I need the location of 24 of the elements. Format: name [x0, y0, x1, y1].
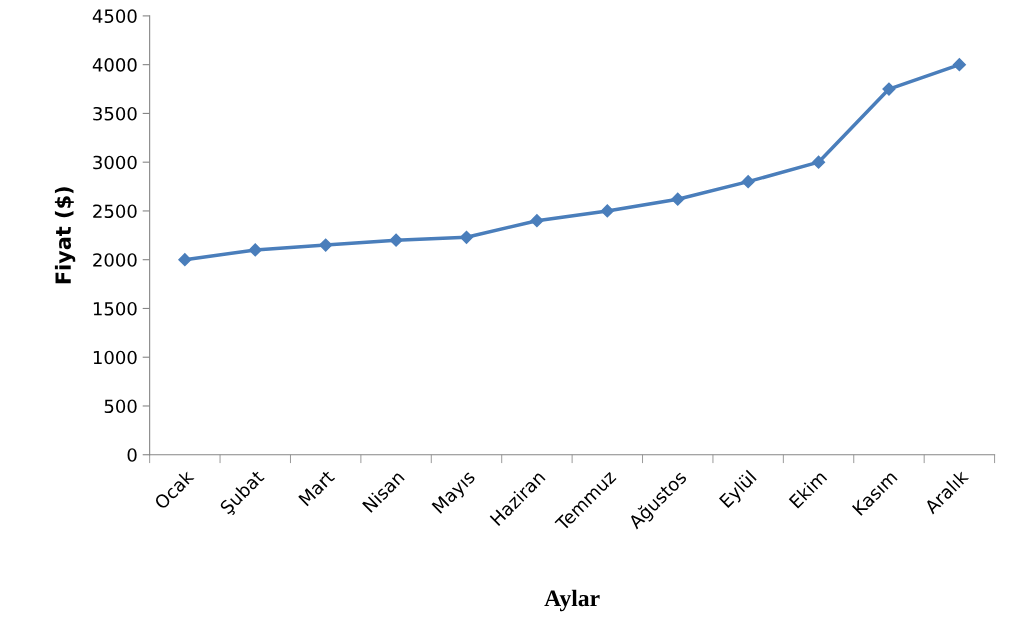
point	[389, 233, 403, 247]
point	[811, 155, 826, 169]
y-tick-label: 500	[104, 399, 137, 414]
x-axis-title: Aylar	[544, 589, 600, 612]
y-tick-label: 4500	[92, 9, 137, 24]
point	[248, 243, 262, 257]
y-tick-label: 1000	[93, 350, 137, 365]
point	[671, 192, 685, 206]
point	[459, 230, 474, 244]
point	[319, 238, 333, 252]
point	[530, 214, 544, 228]
point	[600, 204, 614, 218]
point	[178, 253, 192, 267]
y-tick-label: 2500	[93, 204, 137, 219]
y-axis-title: Fiyat ($)	[54, 187, 76, 284]
y-tick-label: 1500	[93, 301, 137, 316]
point	[952, 58, 966, 72]
point	[882, 82, 896, 96]
y-tick-label: 4000	[92, 58, 137, 72]
y-tick-label: 3500	[93, 106, 137, 121]
y-tick-label: 2000	[93, 253, 137, 267]
y-tick-label: 0	[127, 448, 137, 462]
point	[741, 175, 755, 189]
y-tick-label: 3000	[93, 155, 137, 170]
